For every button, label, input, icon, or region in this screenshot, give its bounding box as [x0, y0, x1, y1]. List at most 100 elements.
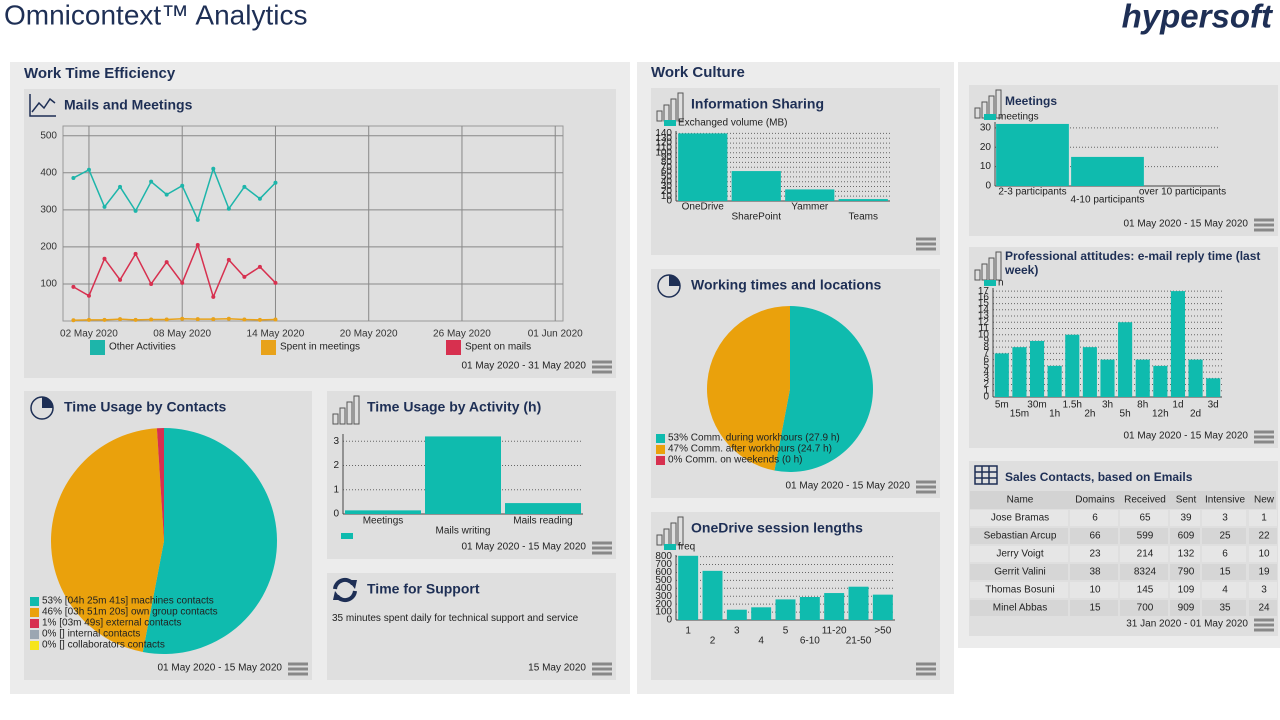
y-tick-label: 100 [40, 279, 57, 290]
y-tick-label: 70 [661, 162, 673, 173]
table-cell-bg [970, 564, 1068, 580]
point [149, 281, 154, 286]
table-header: New [1254, 495, 1275, 506]
y-tick-label: 17 [978, 286, 990, 297]
y-tick-label: 16 [978, 292, 990, 303]
point [195, 317, 200, 322]
point [257, 317, 262, 322]
pie-slice [707, 306, 790, 471]
x-tick-label: over 10 participants [1139, 187, 1226, 198]
point [133, 251, 138, 256]
table-cell-bg [1170, 582, 1200, 598]
line-series [73, 318, 276, 322]
y-tick-label: 20 [980, 142, 992, 153]
x-tick-label: 5m [995, 400, 1009, 411]
icon [346, 401, 353, 425]
table-cell: 24 [1258, 603, 1270, 614]
y-tick-label: 3 [333, 436, 339, 447]
point [226, 257, 231, 262]
legend-swatch [984, 280, 996, 286]
table-cell: 10 [1089, 585, 1101, 596]
y-tick-label: 60 [661, 167, 673, 178]
table-cell: 22 [1258, 531, 1270, 542]
legend-swatch [30, 597, 39, 606]
date-range: 01 May 2020 - 15 May 2020 [157, 663, 282, 674]
y-tick-label: 500 [655, 575, 672, 586]
bar [1153, 365, 1168, 397]
x-tick-label: 2d [1190, 409, 1201, 420]
table-cell-bg [970, 600, 1068, 616]
x-tick-label: OneDrive [682, 202, 725, 213]
table-cell: 15 [1089, 603, 1101, 614]
icon [339, 407, 346, 425]
table-cell-bg [1070, 546, 1118, 562]
bar [505, 503, 581, 514]
x-tick-label: 1.5h [1063, 400, 1082, 411]
table-cell-bg [1120, 582, 1168, 598]
point [118, 277, 123, 282]
point [86, 167, 91, 172]
table-cell-bg [1249, 582, 1277, 598]
x-tick-label: 6-10 [800, 636, 820, 647]
table-cell: 15 [1219, 567, 1231, 578]
pie-slice [156, 428, 164, 541]
point [242, 317, 247, 322]
plot-border [62, 125, 564, 322]
legend-swatch [656, 456, 665, 465]
bar [1071, 156, 1144, 186]
point [180, 316, 185, 321]
legend-swatch [656, 445, 665, 454]
y-tick-label: 0 [983, 392, 989, 403]
x-tick-label: 02 May 2020 [60, 329, 118, 340]
table-cell-bg [1170, 528, 1200, 544]
point [226, 206, 231, 211]
panel-title: Meetings [1005, 94, 1057, 108]
table-cell: 145 [1137, 585, 1154, 596]
legend-swatch [30, 608, 39, 617]
point [86, 293, 91, 298]
y-tick-label: 5 [983, 360, 989, 371]
point [86, 317, 91, 322]
icon [974, 465, 998, 485]
x-tick-label: 2h [1084, 409, 1095, 420]
y-tick-label: 8 [983, 342, 989, 353]
point [211, 317, 216, 322]
legend-label: 46% [03h 51m 20s] own group contacts [42, 607, 218, 618]
x-tick-label: 2 [710, 636, 716, 647]
y-tick-label: 12 [978, 317, 990, 328]
table-cell-bg [1070, 510, 1118, 526]
bar [1047, 365, 1062, 397]
x-tick-label: 2-3 participants [998, 187, 1066, 198]
bar [678, 555, 699, 620]
x-tick-label: 30m [1027, 400, 1046, 411]
bar [824, 593, 845, 620]
table-cell-bg [970, 546, 1068, 562]
bar [345, 510, 421, 514]
table-cell-bg [1120, 600, 1168, 616]
bar [996, 123, 1069, 186]
y-tick-label: 30 [980, 122, 992, 133]
point [149, 179, 154, 184]
table-cell: 6 [1222, 549, 1228, 560]
bar [785, 189, 835, 201]
point [164, 260, 169, 265]
y-tick-label: 3 [983, 373, 989, 384]
y-tick-label: 800 [655, 551, 672, 562]
legend-label: Spent on mails [465, 342, 531, 353]
bar [1118, 322, 1133, 397]
date-range: 31 Jan 2020 - 01 May 2020 [1126, 619, 1248, 630]
pie-slice [142, 428, 277, 654]
legend-label: 47% Comm. after workhours (24.7 h) [668, 444, 832, 455]
table-cell: 19 [1258, 567, 1270, 578]
logo: hypersoft [1122, 0, 1274, 35]
table-name: Thomas Bosuni [985, 585, 1054, 596]
bar [1206, 378, 1221, 397]
y-tick-label: 0 [985, 181, 991, 192]
point [242, 184, 247, 189]
y-tick-label: 0 [333, 509, 339, 520]
bar [726, 609, 747, 620]
icon [332, 413, 339, 425]
y-tick-label: 40 [661, 176, 673, 187]
table-cell: 214 [1137, 549, 1154, 560]
